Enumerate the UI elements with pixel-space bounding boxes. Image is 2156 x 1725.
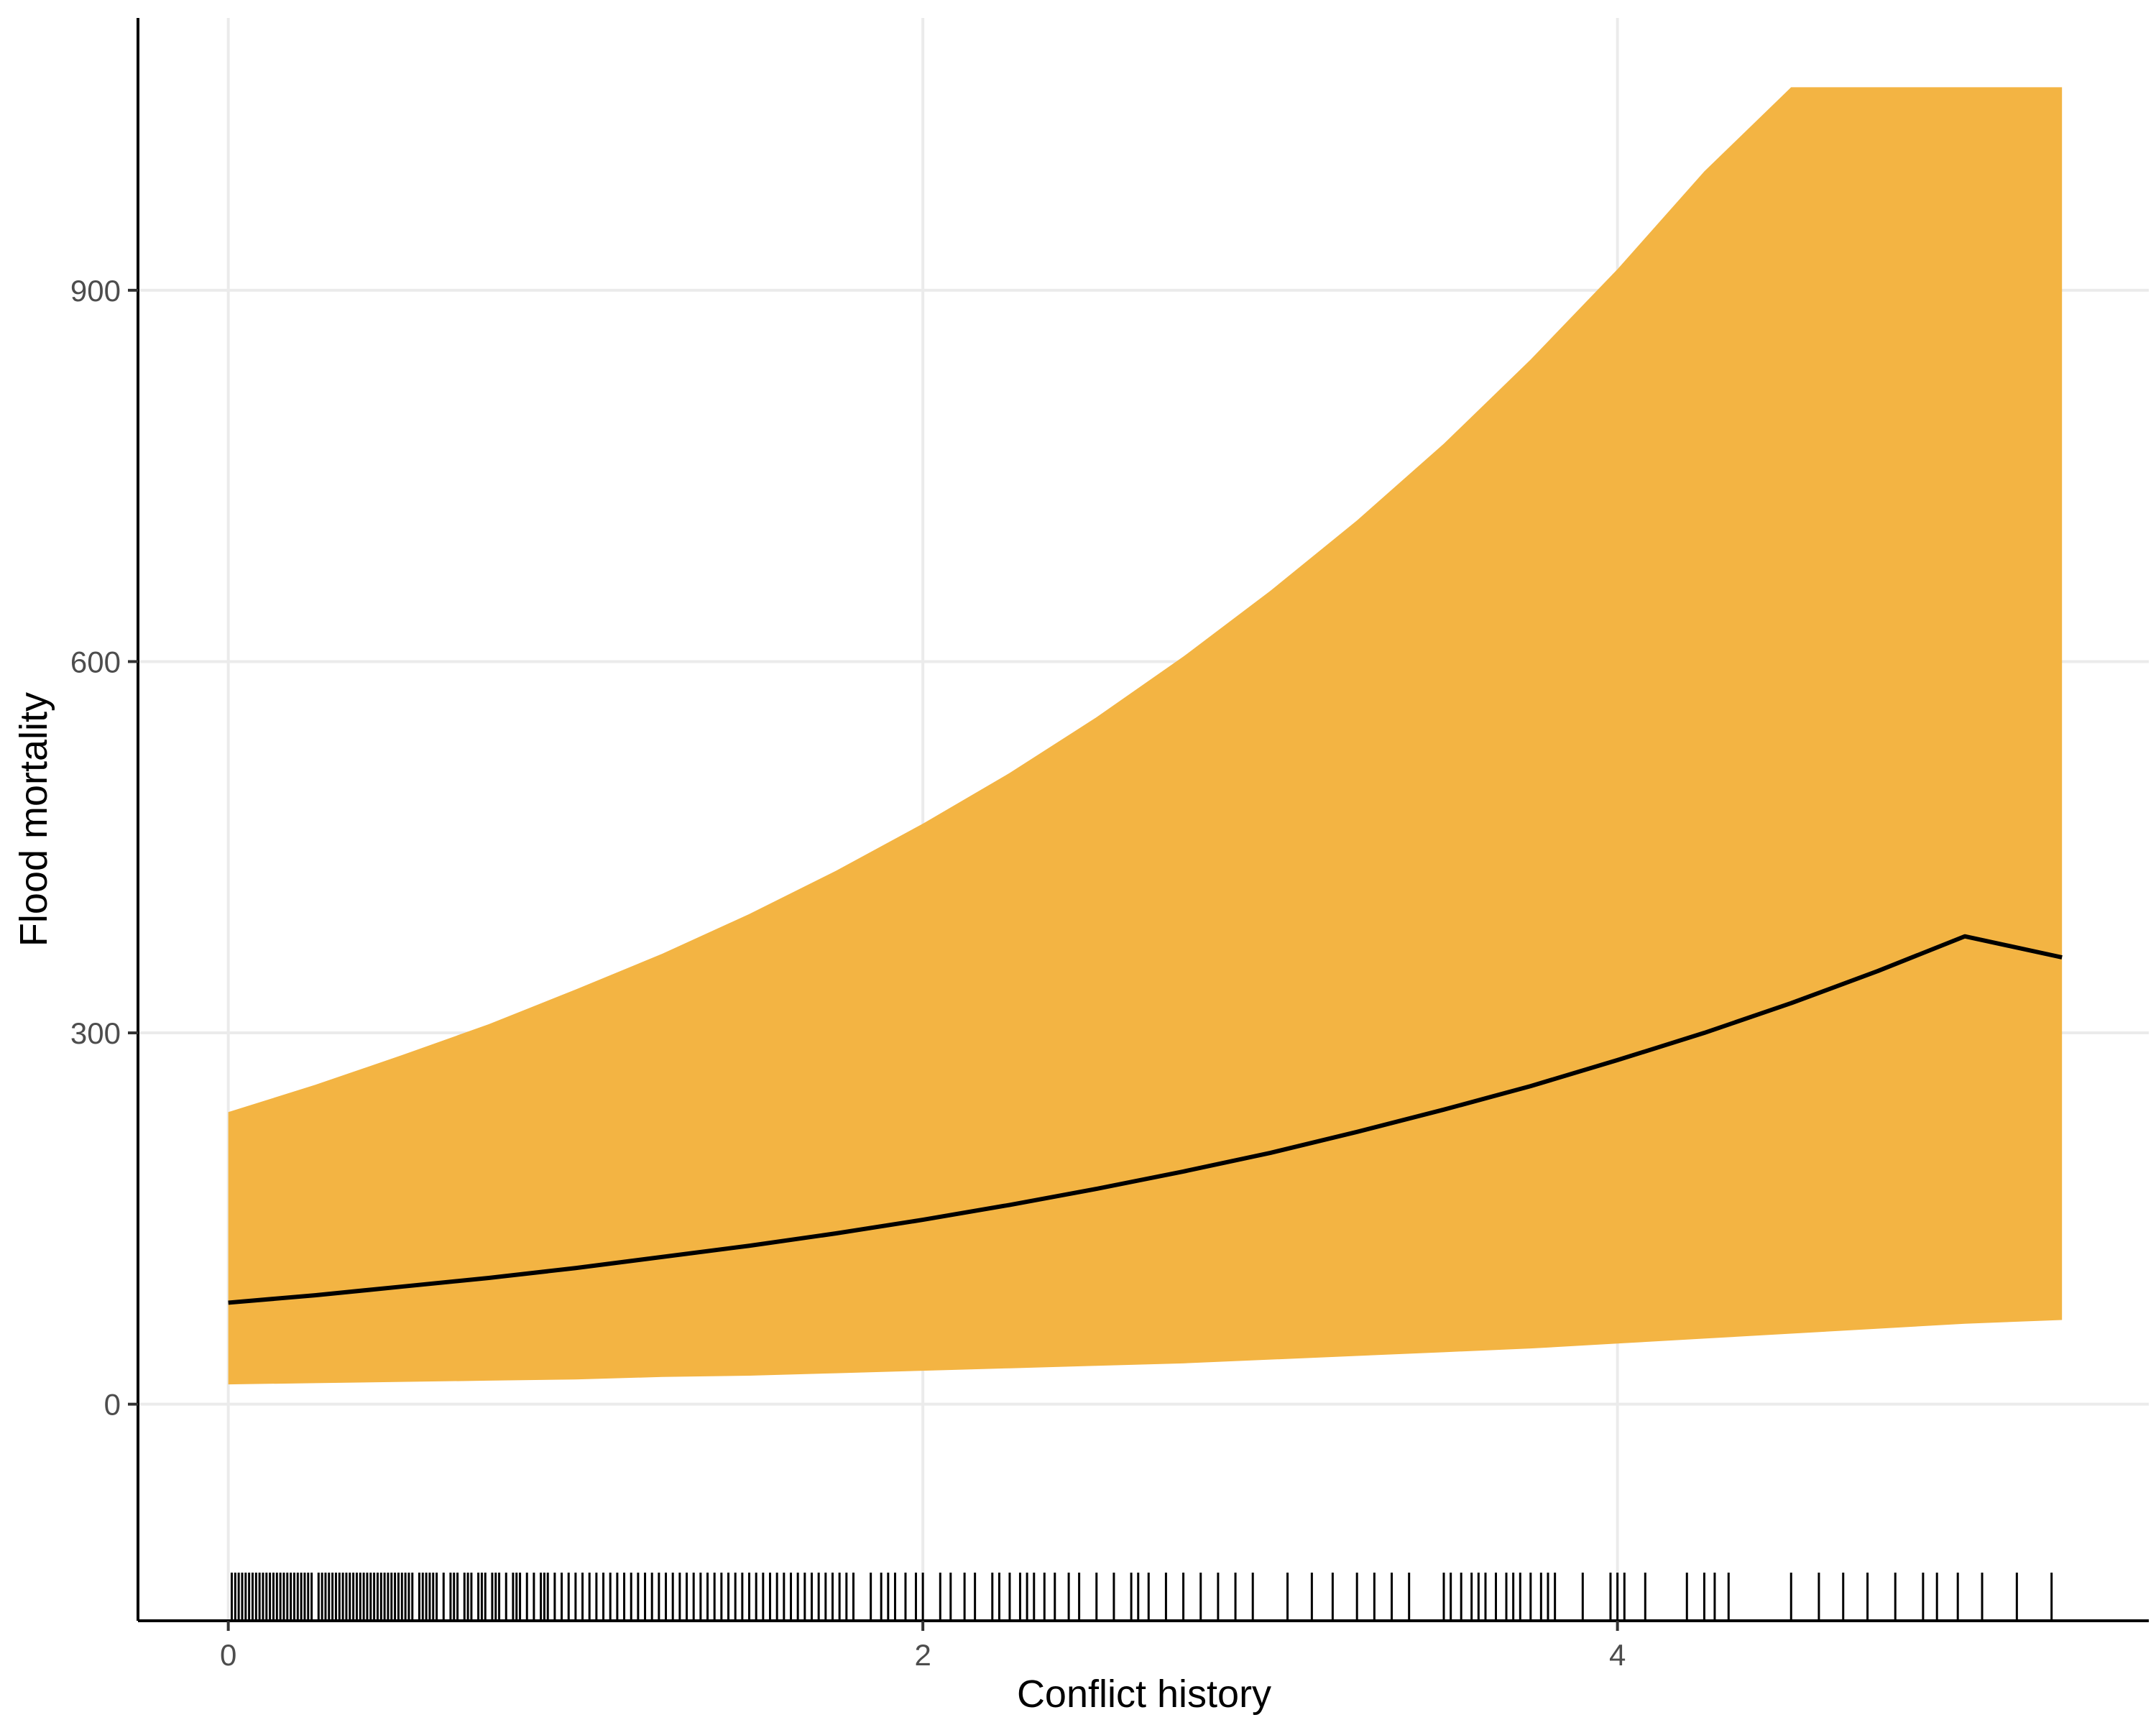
axes-group — [137, 18, 2149, 1622]
y-tick-label-3: 900 — [70, 274, 121, 308]
x-tick-label-0: 0 — [220, 1638, 236, 1672]
confidence-band-group — [228, 87, 2063, 1385]
x-tick-label-2: 4 — [1609, 1638, 1626, 1672]
fitted-line — [228, 934, 2063, 1305]
fitted-line-group — [228, 934, 2063, 1305]
x-axis-title: Conflict history — [1017, 1673, 1271, 1716]
x-tick-label-1: 2 — [914, 1638, 931, 1672]
rug-marks — [230, 1573, 2053, 1621]
y-tick-label-0: 0 — [104, 1388, 121, 1422]
y-axis-title: Flood mortality — [12, 692, 55, 947]
confidence-band — [228, 87, 2063, 1385]
y-tick-label-1: 300 — [70, 1016, 121, 1050]
y-tick-label-2: 600 — [70, 645, 121, 678]
tick-labels-group: 0 2 4 0 300 600 900 — [70, 274, 1626, 1672]
